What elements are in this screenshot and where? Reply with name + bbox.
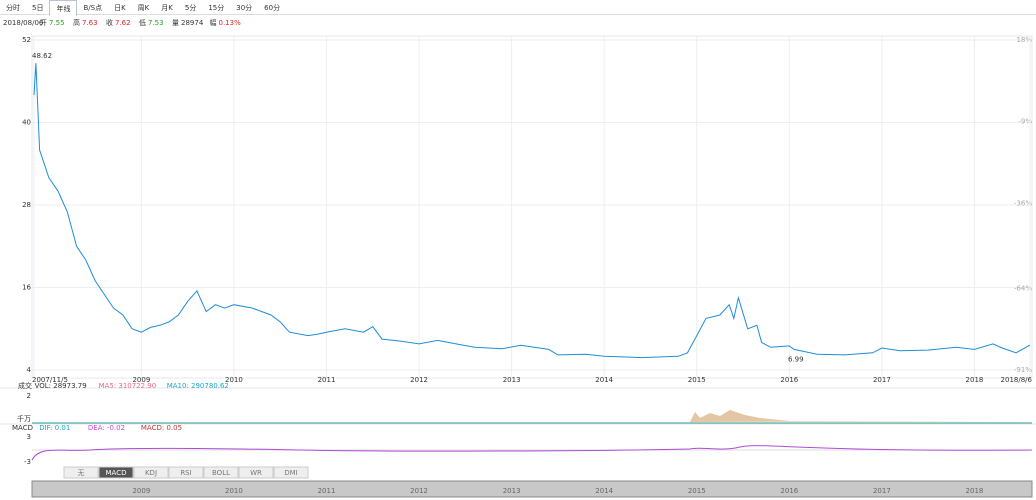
tab[interactable]: 5分 (184, 4, 197, 12)
tab[interactable]: 日K (114, 4, 126, 12)
navigator-year: 2014 (595, 487, 613, 495)
annotation: 48.62 (32, 52, 52, 60)
info-value: 28974 (181, 19, 204, 27)
navigator-year: 2018 (966, 487, 984, 495)
x-tick-label: 2016 (780, 376, 798, 384)
info-value: 7.62 (115, 19, 131, 27)
plot-frame (31, 35, 1033, 379)
macd-label: DEA: -0.02 (88, 424, 125, 432)
indicator-tab[interactable] (168, 466, 204, 479)
macd-label: DIF: 0.01 (39, 424, 70, 432)
info-value: 7.55 (49, 19, 65, 27)
indicator-tab-label: KDJ (145, 469, 157, 477)
info-label: 开 (40, 19, 47, 27)
navigator-year: 2011 (318, 487, 336, 495)
price-line (33, 63, 1031, 359)
indicator-tab[interactable] (203, 466, 239, 479)
toolbar: 分时 5日 年线 B/S点 日K 周K 月K 5分 15分 30分 60分 (0, 0, 1036, 16)
volume-tick: 2 (27, 392, 31, 400)
y2-tick-label: -36% (1014, 199, 1032, 207)
navigator[interactable] (31, 480, 1033, 498)
navigator-year: 2010 (225, 487, 243, 495)
y2-tick-label: -64% (1014, 284, 1032, 292)
navigator-year: 2015 (688, 487, 706, 495)
x-tick-label: 2009 (132, 376, 150, 384)
macd-tick: -3 (24, 458, 31, 466)
indicator-tab-label: RSI (180, 469, 191, 477)
navigator-year: 2013 (503, 487, 521, 495)
volume-shape (690, 410, 1032, 422)
info-value: 7.53 (148, 19, 164, 27)
indicator-tab-label: 无 (78, 469, 85, 477)
tab[interactable]: B/S点 (83, 4, 103, 12)
tab[interactable]: 周K (137, 4, 150, 12)
y-tick-label: 28 (22, 201, 31, 209)
y2-tick-label: 18% (1016, 36, 1032, 44)
indicator-tab-label: DMI (284, 469, 298, 477)
info-value: 7.63 (82, 19, 98, 27)
y2-tick-label: -9% (1018, 118, 1032, 126)
tab[interactable]: 月K (161, 4, 173, 12)
info-value: 0.13% (219, 19, 242, 27)
macd-shape (31, 445, 1033, 461)
navigator-year: 2009 (132, 487, 150, 495)
y2-tick-label: -91% (1014, 366, 1032, 374)
macd-tick: 3 (27, 433, 31, 441)
x-tick-label: 2015 (688, 376, 706, 384)
indicator-tab[interactable] (133, 466, 169, 479)
x-tick-label: 2013 (503, 376, 521, 384)
x-tick-label: 2018/8/6 (1001, 376, 1033, 384)
info-date: 2018/08/06 (3, 19, 44, 27)
indicator-tab[interactable] (63, 466, 99, 479)
x-tick-label: 2017 (873, 376, 891, 384)
info-label: 收 (106, 18, 113, 27)
x-tick-label: 2012 (410, 376, 428, 384)
volume-label: MA10: 290780.62 (167, 382, 229, 390)
macd-label: MACD (12, 424, 33, 432)
navigator-year: 2012 (410, 487, 428, 495)
tab[interactable]: 5日 (32, 4, 44, 12)
info-label: 量 (172, 19, 179, 27)
info-label: 幅 (210, 18, 217, 27)
annotation: 6.99 (788, 355, 804, 363)
y-tick-label: 4 (27, 366, 32, 374)
x-tick-label: 2010 (225, 376, 243, 384)
volume-label: VOL: 28973.79 (35, 382, 87, 390)
y-tick-label: 40 (22, 119, 31, 127)
indicator-tab-label: WR (250, 469, 262, 477)
navigator-year: 2016 (780, 487, 798, 495)
volume-label: MA5: 310722.90 (99, 382, 157, 390)
indicator-tab[interactable] (98, 466, 134, 479)
indicator-tab[interactable] (238, 466, 274, 479)
volume-label: 成交 (18, 381, 32, 390)
y-tick-label: 16 (22, 284, 31, 292)
tab[interactable]: 15分 (208, 4, 225, 12)
x-tick-label: 2014 (595, 376, 613, 384)
y-tick-label: 52 (22, 36, 31, 44)
x-tick-label: 2011 (318, 376, 336, 384)
info-label: 高 (73, 18, 80, 27)
navigator-year: 2017 (873, 487, 891, 495)
info-label: 低 (139, 18, 146, 27)
indicator-tab[interactable] (273, 466, 309, 479)
volume-unit: 千万 (17, 414, 31, 423)
x-tick-label: 2018 (966, 376, 984, 384)
tab[interactable]: 60分 (264, 4, 281, 12)
tab[interactable]: 30分 (236, 4, 253, 12)
macd-label: MACD: 0.05 (141, 424, 182, 432)
indicator-tab-label: BOLL (212, 469, 230, 477)
x-tick-label: 2007/11/5 (32, 376, 68, 384)
tab[interactable]: 年线 (49, 0, 78, 16)
indicator-tab-label: MACD (106, 469, 127, 477)
tab[interactable]: 分时 (6, 4, 20, 12)
